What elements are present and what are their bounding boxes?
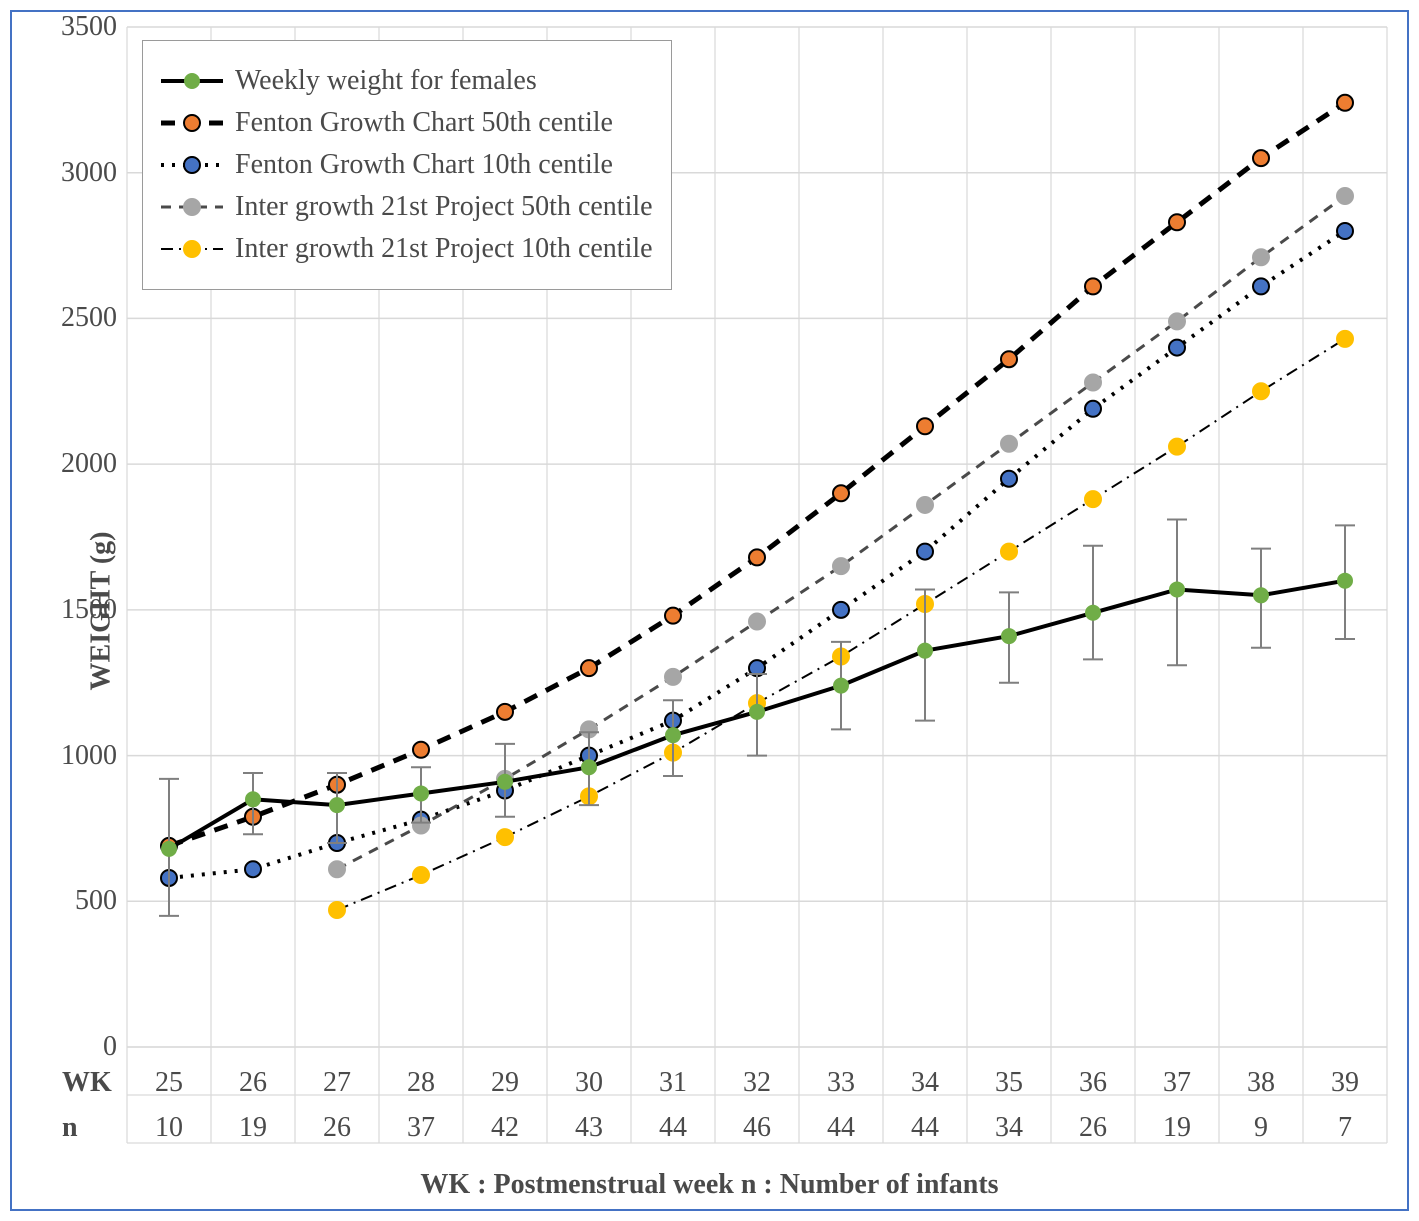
legend-item: Inter growth 21st Project 50th centile bbox=[161, 191, 653, 223]
y-tick-label: 0 bbox=[103, 1031, 117, 1063]
legend-label: Inter growth 21st Project 10th centile bbox=[235, 233, 653, 265]
legend-label: Fenton Growth Chart 10th centile bbox=[235, 149, 613, 181]
y-tick-label: 3000 bbox=[61, 157, 117, 189]
y-tick-label: 1000 bbox=[61, 740, 117, 772]
x-row-header-n: n bbox=[62, 1112, 78, 1144]
y-tick-label: 3500 bbox=[61, 11, 117, 43]
y-tick-label: 500 bbox=[75, 885, 117, 917]
x-axis-grid-extension bbox=[127, 1047, 1387, 1147]
growth-chart: WEIGHT (g) 0500100015002000250030003500 … bbox=[10, 10, 1409, 1211]
legend-label: Inter growth 21st Project 50th centile bbox=[235, 191, 653, 223]
y-tick-label: 1500 bbox=[61, 594, 117, 626]
legend-item: Weekly weight for females bbox=[161, 65, 653, 97]
legend: Weekly weight for females Fenton Growth C… bbox=[142, 40, 672, 290]
y-tick-label: 2500 bbox=[61, 302, 117, 334]
legend-item: Fenton Growth Chart 50th centile bbox=[161, 107, 653, 139]
legend-item: Fenton Growth Chart 10th centile bbox=[161, 149, 653, 181]
legend-swatch bbox=[161, 156, 223, 174]
x-row-header-wk: WK bbox=[62, 1067, 112, 1099]
legend-swatch bbox=[161, 72, 223, 90]
legend-label: Weekly weight for females bbox=[235, 65, 537, 97]
legend-item: Inter growth 21st Project 10th centile bbox=[161, 233, 653, 265]
x-axis-caption: WK : Postmenstrual week n : Number of in… bbox=[420, 1169, 998, 1201]
legend-label: Fenton Growth Chart 50th centile bbox=[235, 107, 613, 139]
legend-swatch bbox=[161, 240, 223, 258]
legend-swatch bbox=[161, 114, 223, 132]
y-tick-label: 2000 bbox=[61, 448, 117, 480]
legend-swatch bbox=[161, 198, 223, 216]
